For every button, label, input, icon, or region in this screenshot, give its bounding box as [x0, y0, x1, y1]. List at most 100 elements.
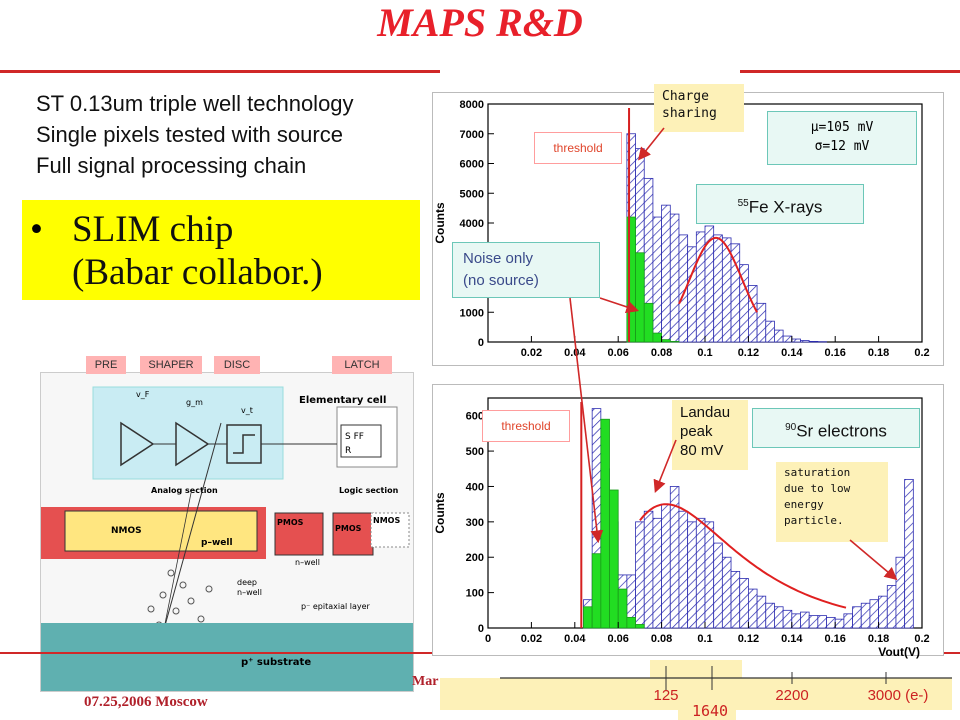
circuit-diagram-svg: S FF R v_F g_m v_t Elementary cell Analo… — [41, 386, 413, 691]
nmos-region-2 — [370, 512, 410, 548]
fe55-bar-s0-3 — [652, 216, 662, 343]
block-disc: DISC — [214, 356, 260, 374]
fe55-ytick-label-7: 7000 — [460, 129, 484, 141]
sr90-bar-s0-25 — [800, 611, 810, 629]
substrate-label: p⁺ substrate — [241, 657, 311, 668]
sr90-bar-s1-1 — [591, 553, 602, 629]
sr90-bar-s0-31 — [852, 606, 862, 629]
fe55-label: Fe X-rays — [748, 197, 823, 217]
sat-line-1: saturation — [784, 466, 851, 479]
sr90-bar-s0-17 — [730, 570, 741, 629]
epi-label: p⁻ epitaxial layer — [301, 602, 371, 611]
sr90-bar-s0-24 — [791, 613, 801, 629]
fe55-ylabel: Counts — [433, 202, 447, 244]
landau-line-1: Landau — [680, 404, 731, 421]
fe55-bar-s0-20 — [800, 340, 810, 343]
slim-line-2: (Babar collabor.) — [72, 252, 323, 293]
fe55-bar-s1-5 — [669, 341, 680, 343]
fe55-ytick-label-0: 0 — [478, 337, 484, 349]
fe55-ytick-label-4: 4000 — [460, 218, 484, 230]
landau-line-2: peak — [680, 423, 713, 440]
sr90-bar-s0-12 — [687, 521, 697, 629]
fe55-fit-curve — [678, 236, 758, 313]
fe55-label-box: 55Fe X-rays — [696, 184, 864, 224]
noise-line-1: Noise only — [463, 250, 534, 267]
r-label: R — [345, 446, 351, 456]
intro-line-3: Full signal processing chain — [36, 153, 307, 178]
sr90-bar-s0-36 — [895, 556, 906, 629]
logic-section-label: Logic section — [339, 486, 399, 495]
nwell-label: n–well — [295, 558, 320, 567]
vf-label: v_F — [136, 390, 150, 399]
sr90-ytick-label-3: 300 — [466, 517, 484, 529]
nmos-label: NMOS — [111, 526, 142, 536]
sr90-ytick-label-1: 100 — [466, 588, 484, 600]
fe55-bar-s1-2 — [643, 302, 654, 343]
sat-line-4: particle. — [784, 514, 844, 527]
fe55-xtick-label-2: 0.06 — [607, 347, 628, 359]
fe55-bar-s0-17 — [774, 329, 784, 343]
saturation-callout: saturation due to low energy particle. — [776, 462, 888, 542]
sr90-bar-s0-20 — [756, 595, 767, 629]
fe55-bar-s0-7 — [687, 246, 697, 343]
sff-label: S FF — [345, 432, 364, 442]
noise-line-2: (no source) — [463, 272, 539, 289]
sr90-bar-s1-5 — [626, 616, 636, 629]
sr90-bar-s1-4 — [617, 588, 628, 629]
sr90-bar-s0-28 — [826, 616, 836, 629]
sr90-xtick-label-6: 0.12 — [738, 633, 759, 645]
sr90-ytick-label-6: 600 — [466, 411, 484, 423]
fe55-bar-s0-4 — [661, 204, 671, 343]
sr90-xtick-label-4: 0.08 — [651, 633, 672, 645]
electron-label-2200: 2200 — [775, 687, 808, 704]
noise-only-box: Noise only (no source) — [452, 242, 600, 298]
slim-line-1: SLIM chip — [72, 209, 234, 250]
fe55-bar-s0-5 — [669, 213, 680, 343]
sr90-ytick-label-5: 500 — [466, 446, 484, 458]
sat-line-3: energy — [784, 498, 824, 511]
sr90-bar-s0-23 — [782, 609, 793, 629]
fe55-ytick-label-6: 6000 — [460, 159, 484, 171]
block-latch: LATCH — [332, 356, 392, 374]
fe55-superscript: 55 — [737, 198, 749, 209]
fe55-ytick-label-8: 8000 — [460, 99, 484, 111]
sr90-bar-s0-9 — [661, 503, 671, 629]
sr90-label: Sr electrons — [796, 421, 887, 441]
substrate-region — [41, 623, 413, 691]
fe55-bar-s0-21 — [808, 341, 819, 343]
intro-line-2: Single pixels tested with source — [36, 122, 343, 147]
intro-line-1: ST 0.13um triple well technology — [36, 91, 354, 116]
sr90-bar-s0-37 — [904, 478, 914, 629]
sr90-xtick-label-5: 0.1 — [697, 633, 712, 645]
deep-nwell-label-2: n–well — [237, 588, 262, 597]
pmos-label-2: PMOS — [335, 524, 362, 533]
fe55-xtick-label-8: 0.18 — [868, 347, 889, 359]
pwell-region — [64, 510, 258, 552]
pwell-label: p–well — [201, 538, 233, 548]
sr90-bar-s0-13 — [695, 517, 706, 629]
pmos-region-1 — [274, 512, 324, 556]
title-divider-left — [0, 70, 440, 73]
sr90-bar-s0-14 — [704, 521, 715, 629]
sr90-bar-s0-16 — [721, 556, 732, 629]
pmos-region-2 — [332, 512, 374, 556]
sr90-xtick-label-7: 0.14 — [781, 633, 803, 645]
fe55-bar-s1-3 — [652, 332, 662, 343]
block-shaper: SHAPER — [140, 356, 202, 374]
sr90-bar-s1-6 — [635, 624, 645, 629]
electron-label-125: 125 — [653, 687, 678, 704]
sr90-bar-s0-21 — [765, 602, 775, 629]
slim-highlight-box — [22, 200, 420, 300]
analog-section-label: Analog section — [151, 486, 218, 495]
sr90-bar-s0-30 — [843, 613, 853, 629]
fe55-bar-s0-18 — [782, 335, 793, 343]
sr90-bar-s0-19 — [747, 588, 758, 629]
fe55-bar-s0-19 — [791, 338, 801, 343]
sr90-xtick-label-2: 0.04 — [564, 633, 586, 645]
sr90-xtick-label-10: 0.2 — [914, 633, 929, 645]
sr90-bar-s0-27 — [817, 615, 827, 629]
elementary-cell-label: Elementary cell — [299, 395, 386, 406]
vt-label: v_t — [241, 406, 253, 415]
fit-params-box: μ=105 mV σ=12 mV — [767, 111, 917, 165]
sr90-bar-s0-8 — [652, 517, 662, 629]
